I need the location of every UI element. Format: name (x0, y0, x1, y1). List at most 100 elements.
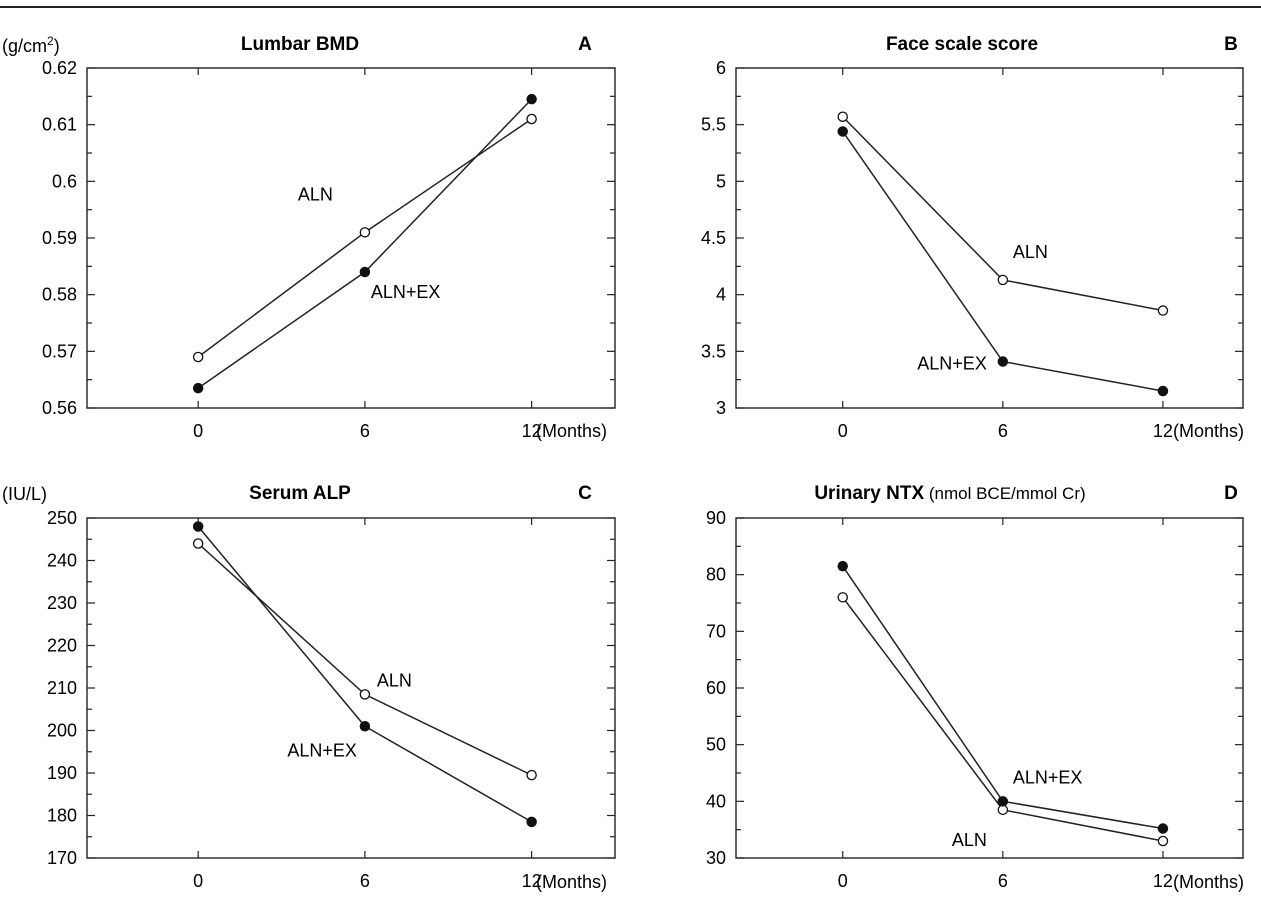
panel-a-plot: 0.56 0.57 0.58 0.59 0.6 0.61 0.62 0 6 12 ALN ALN+EX (42, 58, 616, 441)
x-tick-label: 0 (838, 871, 848, 891)
panel-b-x-unit: (Months) (1173, 421, 1244, 441)
series-label: ALN+EX (917, 354, 987, 374)
y-tick-label: 40 (706, 791, 726, 811)
panel-c-plot: 170 180 190 200 210 220 230 240 250 0 6 12 ALN ALN+EX (47, 508, 616, 891)
x-tick-label: 12 (522, 871, 542, 891)
panel-a: (g/cm2) Lumbar BMD A 0.56 0.57 0.58 0.59 0.6… (2, 34, 616, 441)
data-point (997, 804, 1009, 816)
y-tick-label: 220 (47, 636, 77, 656)
y-tick-label: 170 (47, 848, 77, 868)
data-point (837, 560, 848, 572)
data-point (192, 382, 204, 394)
series-line-aln (197, 118, 533, 358)
panel-c-title: Serum ALP (249, 483, 351, 504)
panel-d-plot: 30 40 50 60 70 80 90 0 6 12 ALN ALN+EX (706, 508, 1244, 891)
series-line-aln-ex (197, 98, 533, 389)
x-tick-label: 6 (360, 421, 370, 441)
data-point (192, 521, 204, 532)
data-point (359, 721, 371, 732)
series-line-aln-ex (197, 526, 533, 823)
data-point (837, 592, 848, 603)
x-tick-label: 12 (1153, 871, 1173, 891)
y-tick-label: 90 (706, 508, 726, 528)
panel-a-unit: (g/cm2) (2, 34, 60, 56)
x-tick-label: 0 (838, 421, 848, 441)
plot-frame (735, 517, 1244, 859)
y-tick-label: 70 (706, 621, 726, 641)
data-point (192, 351, 204, 363)
panel-b-title: Face scale score (886, 34, 1038, 55)
y-tick-label: 230 (47, 593, 77, 613)
panel-c: (IU/L) Serum ALP C 170 180 190 200 210 220 230… (2, 483, 616, 892)
x-tick-label: 6 (360, 871, 370, 891)
data-point (997, 356, 1009, 367)
panel-b-letter: B (1224, 34, 1238, 55)
x-tick-label: 0 (193, 421, 203, 441)
series-line-aln-ex (842, 565, 1164, 830)
y-tick-label: 190 (47, 763, 77, 783)
data-point (1157, 823, 1169, 834)
x-tick-label: 12 (522, 421, 542, 441)
y-tick-label: 0.57 (42, 341, 77, 361)
y-tick-label: 3 (716, 398, 726, 418)
data-point (1157, 305, 1169, 316)
y-tick-label: 0.56 (42, 398, 77, 418)
panel-d-title: Urinary NTX (nmol BCE/mmol Cr) (814, 483, 1085, 504)
panel-c-letter: C (578, 483, 592, 504)
series-line-aln-ex (842, 131, 1164, 392)
panel-a-x-unit: (Months) (536, 421, 607, 441)
data-point (1157, 385, 1169, 397)
panel-b-plot: 3 3.5 4 4.5 5 5.5 6 0 6 12 ALN ALN+EX (701, 58, 1244, 441)
series-label: ALN (377, 670, 412, 690)
panel-d-letter: D (1224, 483, 1238, 504)
data-point (1157, 835, 1169, 847)
y-tick-label: 200 (47, 721, 77, 741)
data-point (526, 93, 537, 105)
data-point (526, 769, 537, 781)
series-label: ALN+EX (1013, 767, 1083, 787)
series-label: ALN+EX (371, 282, 441, 302)
panel-b: Face scale score B 3 3.5 4 4.5 5 5.5 6 0 6 12 ALN A… (701, 34, 1244, 441)
panel-d: Urinary NTX (nmol BCE/mmol Cr) D 30 40 50 6… (706, 483, 1244, 892)
x-tick-label: 6 (998, 421, 1008, 441)
y-tick-label: 50 (706, 735, 726, 755)
y-tick-label: 6 (716, 58, 726, 78)
series-line-aln (197, 542, 532, 776)
data-point (997, 274, 1009, 286)
y-tick-label: 4.5 (701, 228, 726, 248)
y-tick-label: 5.5 (701, 115, 726, 135)
y-tick-label: 5 (716, 171, 726, 191)
y-tick-label: 250 (47, 508, 77, 528)
x-tick-label: 0 (193, 871, 203, 891)
y-tick-label: 60 (706, 678, 726, 698)
data-point (526, 816, 537, 828)
series-label: ALN (298, 184, 333, 204)
data-point (192, 538, 204, 549)
x-tick-label: 6 (998, 871, 1008, 891)
data-point (359, 689, 371, 700)
panel-d-title-unit: (nmol BCE/mmol Cr) (924, 484, 1086, 503)
series-label: ALN+EX (287, 740, 357, 760)
y-tick-label: 240 (47, 551, 77, 571)
data-point (359, 266, 371, 278)
y-tick-label: 3.5 (701, 341, 726, 361)
x-tick-label: 12 (1153, 421, 1173, 441)
panel-d-x-unit: (Months) (1173, 872, 1244, 892)
y-tick-label: 0.61 (42, 115, 77, 135)
y-tick-label: 30 (706, 848, 726, 868)
y-tick-label: 180 (47, 806, 77, 826)
data-point (837, 126, 848, 137)
y-tick-label: 0.59 (42, 228, 77, 248)
data-point (997, 796, 1009, 807)
y-tick-label: 0.62 (42, 58, 77, 78)
data-point (526, 113, 537, 125)
y-tick-label: 0.6 (52, 171, 77, 191)
y-tick-label: 210 (47, 678, 77, 698)
panel-c-unit: (IU/L) (2, 484, 47, 504)
series-label: ALN (952, 830, 987, 850)
panel-d-title-main: Urinary NTX (814, 483, 924, 504)
y-tick-label: 0.58 (42, 285, 77, 305)
data-point (359, 227, 371, 238)
plot-frame (86, 517, 616, 859)
